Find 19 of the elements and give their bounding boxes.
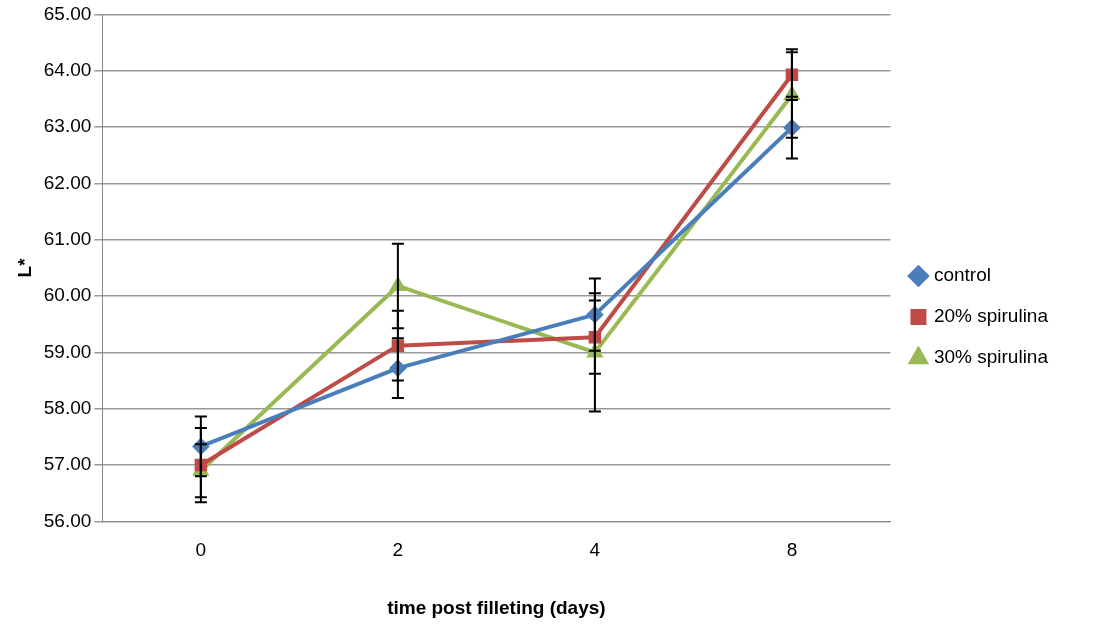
y-axis-title: L* [13, 257, 35, 278]
x-axis-title: time post filleting (days) [387, 596, 606, 618]
y-tick-label: 63.00 [43, 115, 92, 137]
y-tick-label: 60.00 [43, 284, 92, 306]
legend-label: control [933, 264, 991, 286]
x-tick-label: 8 [786, 539, 798, 561]
legend-label: 30% spirulina [933, 346, 1049, 368]
x-tick-label: 2 [392, 539, 404, 561]
y-tick-label: 59.00 [43, 340, 92, 362]
y-tick-label: 62.00 [43, 171, 92, 193]
y-tick-label: 58.00 [43, 396, 92, 418]
y-tick-label: 61.00 [43, 227, 92, 249]
x-tick-label: 0 [195, 539, 207, 561]
y-tick-label: 64.00 [43, 58, 92, 80]
x-tick-label: 4 [589, 539, 601, 561]
legend-label: 20% spirulina [933, 305, 1049, 327]
y-tick-label: 56.00 [43, 509, 92, 531]
y-tick-label: 57.00 [43, 453, 92, 475]
y-tick-label: 65.00 [43, 2, 92, 24]
